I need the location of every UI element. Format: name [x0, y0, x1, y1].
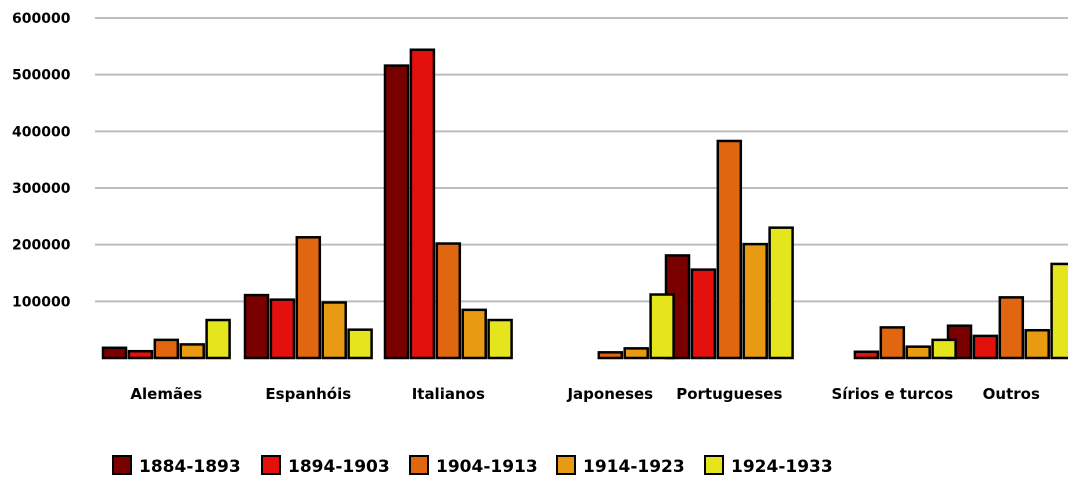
x-tick-label: Espanhóis — [265, 385, 351, 403]
bar-1884-1893-Alemães — [103, 348, 126, 358]
bar-1914-1923-Japoneses — [625, 348, 648, 358]
legend: 1884-1893 1894-1903 1904-1913 1914-1923 1924… — [113, 456, 833, 476]
legend-swatch — [557, 456, 575, 474]
x-tick-label: Sírios e turcos — [831, 385, 953, 403]
bar-1894-1903-Sírios e turcos — [855, 352, 878, 358]
gridlines — [95, 18, 1068, 301]
legend-label: 1904-1913 — [436, 457, 538, 476]
y-tick-label: 500000 — [12, 68, 71, 84]
x-tick-label: Italianos — [412, 385, 485, 403]
y-tick-label: 200000 — [12, 238, 71, 254]
legend-label: 1914-1923 — [583, 457, 685, 476]
legend-swatch — [410, 456, 428, 474]
bar-1914-1923-Portugueses — [744, 244, 767, 358]
bar-1904-1913-Italianos — [437, 244, 460, 358]
x-tick-label: Outros — [983, 385, 1040, 403]
bar-1904-1913-Japoneses — [599, 352, 622, 358]
bar-1914-1923-Italianos — [463, 310, 486, 358]
bar-1924-1933-Italianos — [489, 320, 512, 358]
y-tick-label: 400000 — [12, 124, 71, 140]
bar-1884-1893-Espanhóis — [245, 295, 268, 358]
bar-1904-1913-Portugueses — [718, 141, 741, 358]
bar-1924-1933-Outros — [1052, 264, 1068, 358]
bar-1894-1903-Espanhóis — [271, 300, 294, 358]
bar-1924-1933-Sírios e turcos — [933, 340, 956, 358]
bar-1924-1933-Japoneses — [651, 295, 674, 358]
legend-label: 1894-1903 — [288, 457, 390, 476]
bar-1904-1913-Espanhóis — [297, 237, 320, 358]
x-axis-ticks: Alemães Espanhóis Italianos Japoneses Portug… — [130, 385, 1040, 403]
bar-1884-1893-Italianos — [385, 66, 408, 358]
y-tick-label: 600000 — [12, 11, 71, 27]
x-tick-label: Portugueses — [676, 385, 782, 403]
bar-1914-1923-Espanhóis — [323, 302, 346, 358]
legend-label: 1924-1933 — [731, 457, 833, 476]
y-tick-label: 300000 — [12, 181, 71, 197]
bar-1894-1903-Alemães — [129, 351, 152, 358]
bar-1914-1923-Alemães — [181, 344, 204, 358]
legend-swatch — [113, 456, 131, 474]
bar-1904-1913-Sírios e turcos — [881, 327, 904, 358]
y-tick-label: 100000 — [12, 294, 71, 310]
bars — [103, 50, 1068, 358]
bar-1924-1933-Portugueses — [770, 228, 793, 358]
bar-1894-1903-Italianos — [411, 50, 434, 358]
legend-swatch — [705, 456, 723, 474]
bar-1894-1903-Portugueses — [692, 270, 715, 358]
bar-1924-1933-Espanhóis — [349, 330, 372, 358]
bar-1924-1933-Alemães — [207, 320, 230, 358]
bar-1914-1923-Sírios e turcos — [907, 347, 930, 358]
y-axis-ticks: 600000 500000 400000 300000 200000 100000 — [12, 11, 71, 310]
x-tick-label: Alemães — [130, 385, 202, 403]
legend-swatch — [262, 456, 280, 474]
legend-label: 1884-1893 — [139, 457, 241, 476]
x-tick-label: Japoneses — [566, 385, 653, 403]
bar-1904-1913-Alemães — [155, 340, 178, 358]
bar-1894-1903-Outros — [974, 336, 997, 358]
bar-1914-1923-Outros — [1026, 330, 1049, 358]
bar-1904-1913-Outros — [1000, 297, 1023, 358]
